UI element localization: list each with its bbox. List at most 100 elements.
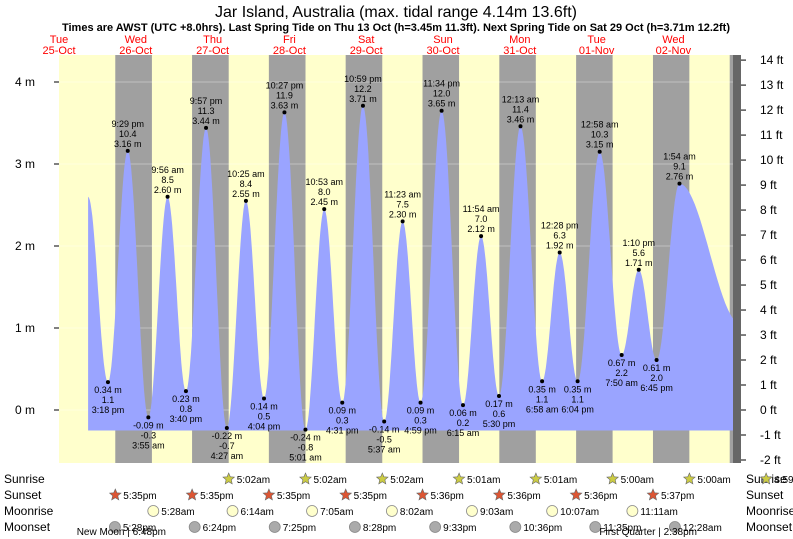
- tide-label: 12:58 am: [581, 120, 619, 130]
- tide-label: 9:57 pm: [190, 96, 223, 106]
- y-left-tick: 1 m: [15, 321, 35, 335]
- tide-label: 2.76 m: [666, 172, 694, 182]
- moonrise-icon: [226, 505, 239, 517]
- row-label-left: Moonrise: [4, 504, 54, 518]
- tide-label: 8.5: [161, 175, 174, 185]
- tide-label: 2.55 m: [232, 189, 260, 199]
- row-label-right: Moonrise: [746, 504, 793, 518]
- moonrise-time: 8:02am: [400, 507, 433, 518]
- tide-label: -0.24 m: [290, 433, 321, 443]
- tide-point: [204, 125, 209, 130]
- tide-point: [322, 207, 327, 212]
- tide-label: 6:58 am: [526, 404, 559, 414]
- tide-label: 3.16 m: [114, 139, 142, 149]
- moonrise-icon: [546, 505, 559, 517]
- day-of-week: Fri: [283, 34, 296, 46]
- y-right-tick: 12 ft: [760, 103, 784, 117]
- tide-point: [619, 353, 624, 358]
- moonset-time: 8:28pm: [363, 523, 396, 534]
- tide-point: [340, 400, 345, 405]
- day-date: 28-Oct: [273, 45, 306, 57]
- tide-label: 9:56 am: [151, 165, 184, 175]
- tide-label: 1.1: [102, 395, 115, 405]
- tide-point: [183, 389, 188, 394]
- tide-point: [540, 379, 545, 384]
- tide-label: 5:01 am: [289, 453, 322, 463]
- tide-point: [461, 403, 465, 408]
- sunrise-icon: [299, 472, 312, 485]
- moonrise-time: 5:28am: [161, 507, 194, 518]
- moonset-icon: [509, 521, 522, 533]
- tide-label: 0.09 m: [407, 406, 435, 416]
- moonset-time: 5:28pm: [123, 523, 156, 534]
- day-date: 29-Oct: [350, 45, 383, 57]
- tide-label: -0.14 m: [369, 424, 400, 434]
- moonset-time: 7:25pm: [283, 523, 316, 534]
- y-right-tick: 0 ft: [760, 403, 777, 417]
- moonrise-icon: [306, 505, 318, 517]
- sunset-time: 5:36pm: [431, 491, 464, 502]
- day-date: 30-Oct: [426, 45, 459, 57]
- tide-label: 1:54 am: [663, 152, 696, 162]
- tide-label: -0.3: [141, 430, 157, 440]
- sunrise-time: 5:01am: [544, 475, 577, 486]
- sunset-icon: [492, 488, 506, 501]
- tide-label: 6:04 pm: [561, 404, 594, 414]
- y-right-tick: 10 ft: [760, 153, 784, 167]
- tide-label: 11:23 am: [384, 189, 421, 199]
- tide-label: 10:59 pm: [344, 74, 382, 84]
- tide-label: 1.71 m: [625, 258, 653, 268]
- tide-label: -0.5: [376, 434, 392, 444]
- tide-label: 10.4: [119, 129, 137, 139]
- y-right-tick: -2 ft: [760, 453, 781, 467]
- moonrise-icon: [147, 505, 160, 517]
- tide-label: 7.5: [396, 199, 409, 209]
- sunset-time: 5:35pm: [354, 491, 387, 502]
- tide-point: [557, 250, 562, 255]
- moonset-time: 11:35pm: [603, 523, 641, 534]
- tide-label: 0.5: [258, 412, 271, 422]
- tide-label: 11.9: [276, 90, 293, 100]
- tide-point: [360, 103, 365, 108]
- tide-label: 1.1: [571, 394, 584, 404]
- tide-label: -0.09 m: [133, 420, 164, 430]
- sunset-time: 5:35pm: [277, 491, 310, 502]
- tide-label: 2.0: [650, 373, 663, 383]
- tide-label: 11:54 am: [463, 204, 500, 214]
- tide-point: [125, 148, 130, 153]
- tide-label: 0.3: [336, 416, 349, 426]
- sunset-icon: [262, 488, 276, 501]
- tide-label: 6:45 pm: [640, 383, 673, 393]
- sunset-icon: [185, 488, 199, 501]
- sunrise-time: 4:59am: [774, 475, 793, 486]
- sunset-icon: [108, 488, 122, 501]
- y-right-tick: 13 ft: [760, 78, 784, 92]
- day-date: 02-Nov: [656, 45, 692, 57]
- day-of-week: Wed: [125, 34, 147, 46]
- tide-label: 10:27 pm: [266, 80, 304, 90]
- moonset-icon: [589, 521, 602, 533]
- tide-point: [282, 110, 287, 115]
- moonrise-icon: [386, 505, 398, 517]
- sunset-time: 5:35pm: [123, 491, 156, 502]
- y-right-tick: 11 ft: [760, 128, 783, 142]
- sun-moon-rows: SunriseSunriseSunsetSunsetMoonriseMoonri…: [4, 472, 793, 538]
- tide-point: [575, 379, 580, 384]
- tide-label: 3.15 m: [586, 140, 614, 150]
- moonset-icon: [668, 521, 681, 533]
- tide-label: 9:29 pm: [111, 119, 144, 129]
- day-date: 25-Oct: [42, 45, 75, 57]
- tide-label: 0.67 m: [608, 358, 636, 368]
- day-of-week: Wed: [662, 34, 684, 46]
- row-label-left: Moonset: [4, 520, 51, 534]
- tide-point: [677, 181, 682, 186]
- tide-label: 0.34 m: [94, 385, 122, 395]
- y-right-tick: 3 ft: [760, 328, 777, 342]
- sunrise-icon: [759, 472, 773, 485]
- tide-label: 3:55 am: [132, 440, 165, 450]
- tide-label: -0.22 m: [212, 431, 243, 441]
- tide-point: [479, 234, 484, 239]
- moonset-icon: [108, 521, 121, 533]
- moonrise-time: 9:03am: [480, 507, 513, 518]
